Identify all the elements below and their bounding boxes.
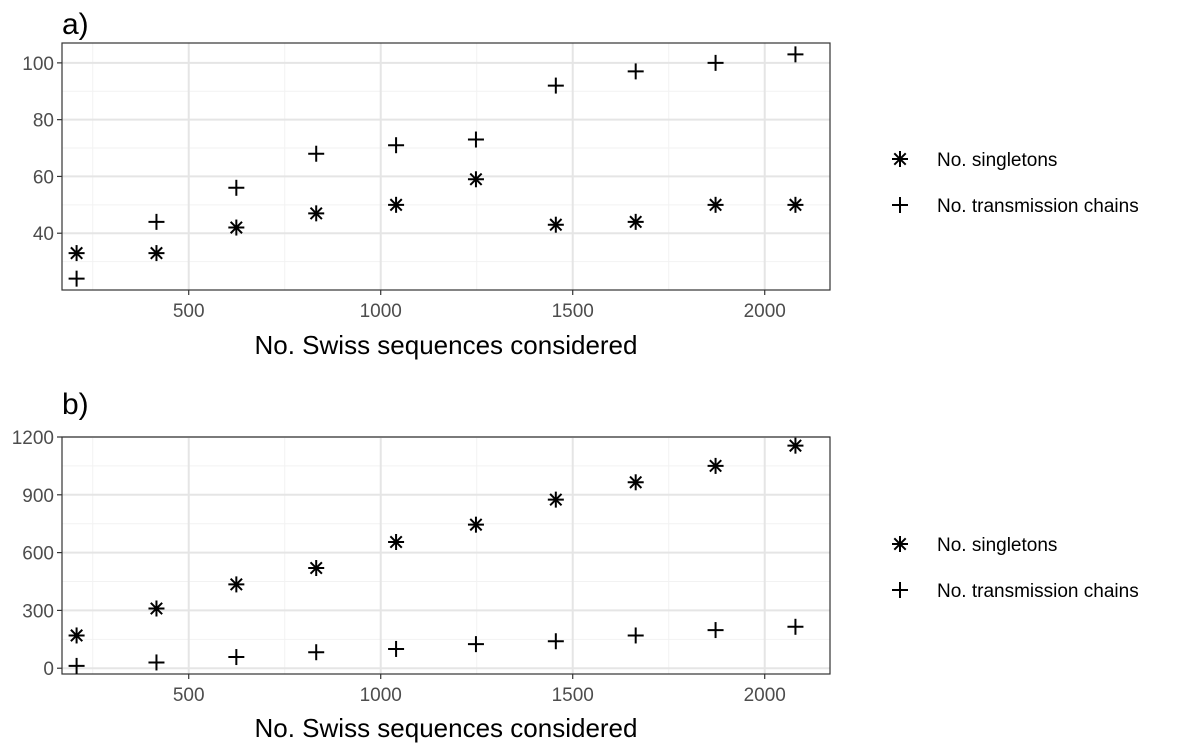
data-point-asterisk — [308, 205, 325, 222]
panel-a: a) 500 1000 1500 2000 40 60 80 100 No. Swiss sequ… — [22, 8, 1138, 360]
data-point-asterisk — [547, 216, 564, 233]
data-point-asterisk — [787, 437, 804, 454]
legend-key-plus — [892, 197, 908, 213]
data-point-plus — [388, 137, 405, 154]
data-point-plus — [68, 657, 85, 674]
panel-label: a) — [62, 8, 89, 41]
x-tick-label: 500 — [173, 685, 205, 706]
x-tick-label: 500 — [173, 301, 205, 322]
data-point-plus — [787, 618, 804, 635]
data-point-plus — [707, 622, 724, 639]
data-point-asterisk — [228, 219, 245, 236]
data-point-plus — [707, 54, 724, 71]
y-tick-label: 60 — [33, 167, 54, 188]
series-singletons — [68, 437, 804, 644]
panel-label: b) — [62, 388, 89, 421]
data-point-plus — [787, 46, 804, 63]
data-point-asterisk — [68, 627, 85, 644]
y-tick-label: 900 — [22, 486, 54, 507]
y-tick-label: 600 — [22, 544, 54, 565]
data-point-asterisk — [388, 534, 405, 551]
x-tick-label: 2000 — [744, 685, 786, 706]
panel-b: b) 500 1000 1500 2000 0 300 600 900 1200 No. Swiss… — [12, 388, 1139, 743]
data-point-asterisk — [787, 196, 804, 213]
legend-label: No. singletons — [937, 150, 1057, 171]
data-point-asterisk — [547, 491, 564, 508]
data-point-plus — [467, 636, 484, 653]
plot-border — [61, 42, 831, 291]
data-point-plus — [547, 633, 564, 650]
data-point-asterisk — [707, 196, 724, 213]
legend-key-plus — [892, 582, 908, 598]
x-tick-label: 1500 — [552, 301, 594, 322]
series-transmission-chains — [68, 618, 804, 674]
legend-label: No. transmission chains — [937, 196, 1139, 217]
legend: No. singletons No. transmission chains — [892, 535, 1139, 602]
data-point-plus — [627, 63, 644, 80]
data-point-asterisk — [308, 560, 325, 577]
y-tick-label: 40 — [33, 224, 54, 245]
data-point-plus — [68, 270, 85, 287]
legend-label: No. transmission chains — [937, 581, 1139, 602]
y-tick-label: 0 — [43, 659, 54, 680]
legend: No. singletons No. transmission chains — [892, 150, 1139, 217]
plot-area — [62, 437, 830, 674]
data-point-asterisk — [707, 457, 724, 474]
data-point-asterisk — [467, 516, 484, 533]
data-point-plus — [467, 131, 484, 148]
legend-key-asterisk — [892, 536, 908, 552]
data-point-plus — [228, 649, 245, 666]
data-point-asterisk — [388, 196, 405, 213]
data-point-plus — [388, 640, 405, 657]
data-point-asterisk — [68, 245, 85, 262]
data-point-plus — [547, 77, 564, 94]
x-tick-label: 1000 — [360, 685, 402, 706]
data-point-plus — [308, 145, 325, 162]
x-axis-title: No. Swiss sequences considered — [255, 713, 638, 743]
series-singletons — [68, 171, 804, 262]
data-point-asterisk — [228, 576, 245, 593]
data-point-asterisk — [627, 474, 644, 491]
y-tick-label: 100 — [22, 54, 54, 75]
plot-area — [62, 43, 830, 290]
y-tick-label: 300 — [22, 601, 54, 622]
x-axis-title: No. Swiss sequences considered — [255, 330, 638, 360]
plot-border — [61, 436, 831, 675]
x-tick-label: 1000 — [360, 301, 402, 322]
data-point-plus — [627, 627, 644, 644]
series-transmission-chains — [68, 46, 804, 287]
data-point-plus — [148, 213, 165, 230]
x-tick-label: 1500 — [552, 685, 594, 706]
data-point-asterisk — [467, 171, 484, 188]
legend-label: No. singletons — [937, 535, 1057, 556]
legend-key-asterisk — [892, 151, 908, 167]
data-point-asterisk — [148, 600, 165, 617]
y-tick-label: 80 — [33, 111, 54, 132]
data-point-asterisk — [627, 213, 644, 230]
x-tick-label: 2000 — [744, 301, 786, 322]
data-point-plus — [148, 654, 165, 671]
data-point-plus — [308, 644, 325, 661]
data-point-asterisk — [148, 245, 165, 262]
y-tick-label: 1200 — [12, 428, 54, 449]
data-point-plus — [228, 179, 245, 196]
